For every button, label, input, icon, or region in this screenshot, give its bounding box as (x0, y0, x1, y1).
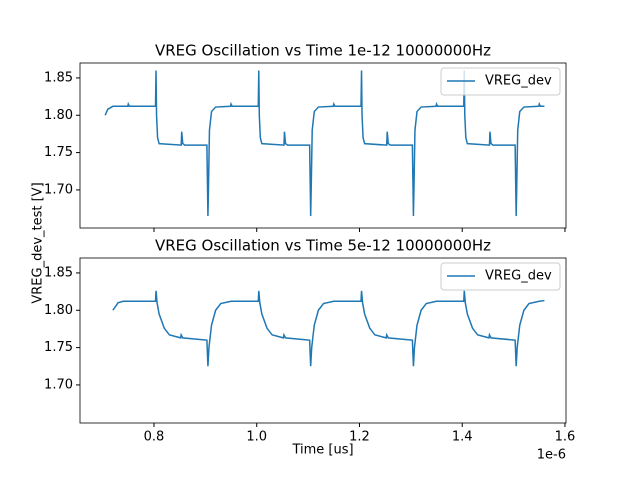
y-tick-label: 1.85 (44, 265, 73, 280)
x-tick-label: 1.0 (246, 430, 267, 445)
chart-title: VREG Oscillation vs Time 5e-12 10000000H… (155, 237, 491, 255)
y-tick-label: 1.70 (44, 377, 73, 392)
y-tick-label: 1.85 (44, 70, 73, 85)
x-tick-label: 1.6 (555, 430, 576, 445)
x-tick-label: 0.8 (144, 430, 165, 445)
legend-label: VREG_dev (485, 74, 552, 89)
data-line (104, 70, 545, 217)
y-tick-label: 1.80 (44, 108, 73, 123)
y-tick-label: 1.70 (44, 182, 73, 197)
y-axis-label: VREG_dev_test [V] (31, 182, 46, 303)
legend: VREG_dev (440, 67, 561, 96)
legend-box (440, 67, 561, 96)
x-tick-label: 1.4 (452, 430, 473, 445)
legend-label: VREG_dev (485, 269, 552, 284)
data-line (112, 290, 545, 367)
x-axis-label: Time [us] (291, 443, 353, 458)
legend-box (440, 262, 561, 291)
axes-frame (79, 257, 567, 424)
y-tick-label: 1.80 (44, 303, 73, 318)
legend: VREG_dev (440, 262, 561, 291)
axes-frame (79, 62, 567, 229)
y-tick-label: 1.75 (44, 145, 73, 160)
x-offset-text: 1e-6 (537, 448, 566, 463)
chart-title: VREG Oscillation vs Time 1e-12 10000000H… (155, 42, 491, 60)
x-tick-label: 1.2 (349, 430, 370, 445)
y-tick-label: 1.75 (44, 340, 73, 355)
